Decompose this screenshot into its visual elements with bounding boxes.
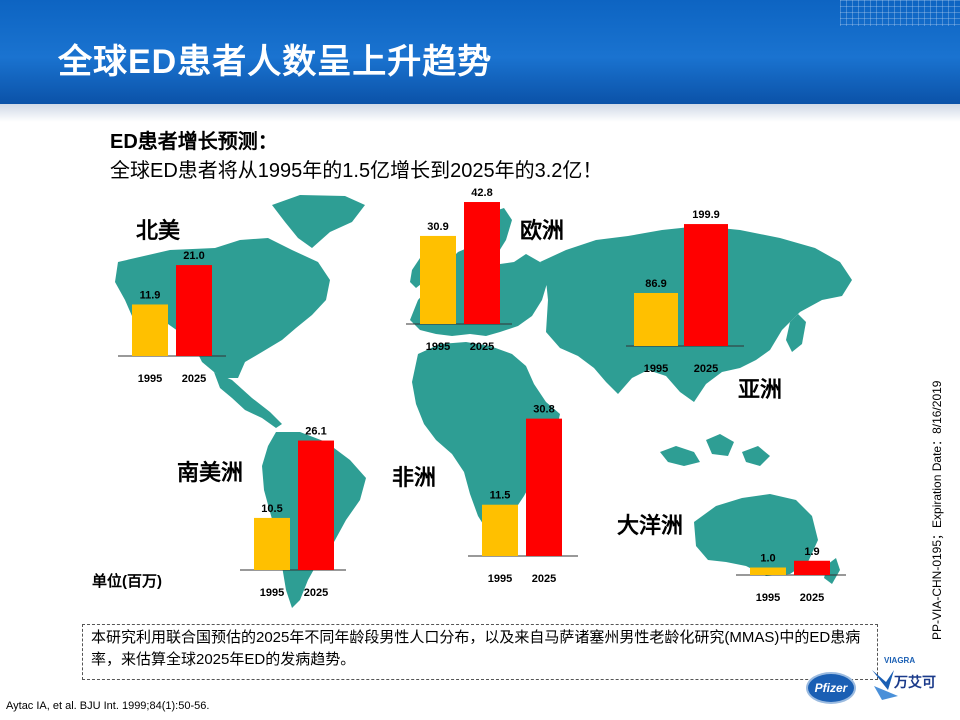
- data-label: 42.8: [471, 187, 492, 199]
- tick-label: 1995: [644, 363, 668, 375]
- region-label-oceania: 大洋洲: [617, 513, 684, 538]
- reference-citation: Aytac IA, et al. BJU Int. 1999;84(1):50-…: [6, 700, 210, 712]
- region-label-europe: 欧洲: [520, 218, 565, 243]
- tick-label: 1995: [488, 573, 512, 585]
- data-label: 199.9: [692, 209, 720, 221]
- tick-label: 2025: [304, 587, 328, 599]
- unit-label: 单位(百万): [92, 573, 162, 590]
- data-label: 30.8: [533, 404, 554, 416]
- bar-2025: [464, 202, 500, 324]
- data-label: 26.1: [305, 426, 326, 438]
- data-label: 21.0: [183, 250, 204, 262]
- bar-2025: [794, 560, 830, 575]
- bar-1995: [634, 292, 678, 346]
- tick-label: 2025: [532, 573, 556, 585]
- data-label: 86.9: [645, 278, 666, 290]
- data-label: 11.5: [490, 490, 511, 502]
- pfizer-logo: Pfizer: [806, 672, 856, 704]
- bar-2025: [526, 418, 562, 556]
- bar-2025: [298, 440, 334, 570]
- data-label: 10.5: [261, 503, 282, 515]
- bar-1995: [750, 567, 786, 575]
- subtitle-heading: ED患者增长预测：: [110, 131, 278, 153]
- region-label-north-america: 北美: [136, 218, 181, 243]
- header-shadow: [0, 104, 960, 122]
- tick-label: 1995: [138, 373, 162, 385]
- bar-1995: [254, 517, 290, 570]
- bar-2025: [684, 224, 728, 346]
- subtitle-text: 全球ED患者将从1995年的1.5亿增长到2025年的3.2亿！: [110, 160, 603, 182]
- bar-1995: [482, 504, 518, 556]
- region-label-asia: 亚洲: [738, 377, 783, 402]
- page-title: 全球ED患者人数呈上升趋势: [58, 43, 493, 81]
- document-code: PP-VIA-CHN-0195；Expiration Date：8/16/201…: [930, 380, 944, 640]
- data-label: 30.9: [427, 221, 448, 233]
- tick-label: 2025: [182, 373, 206, 385]
- tick-label: 2025: [800, 592, 824, 604]
- viagra-chinese-name: 万艾可: [894, 674, 936, 690]
- bar-1995: [420, 235, 456, 324]
- viagra-logo-icon: [872, 670, 898, 700]
- data-label: 1.9: [804, 546, 819, 558]
- study-note: 本研究利用联合国预估的2025年不同年龄段男性人口分布，以及来自马萨诸塞州男性老…: [82, 624, 878, 680]
- bar-2025: [176, 265, 212, 356]
- bar-1995: [132, 304, 168, 356]
- header-grid-decoration: [840, 0, 960, 26]
- data-label: 11.9: [140, 289, 161, 301]
- tick-label: 1995: [260, 587, 284, 599]
- region-label-south-america: 南美洲: [177, 460, 244, 485]
- tick-label: 1995: [756, 592, 780, 604]
- region-label-africa: 非洲: [392, 465, 437, 490]
- data-label: 1.0: [760, 553, 775, 565]
- viagra-wordmark: VIAGRA: [884, 656, 916, 665]
- tick-label: 1995: [426, 341, 450, 353]
- tick-label: 2025: [694, 363, 718, 375]
- tick-label: 2025: [470, 341, 494, 353]
- header-bar: 全球ED患者人数呈上升趋势: [0, 0, 960, 104]
